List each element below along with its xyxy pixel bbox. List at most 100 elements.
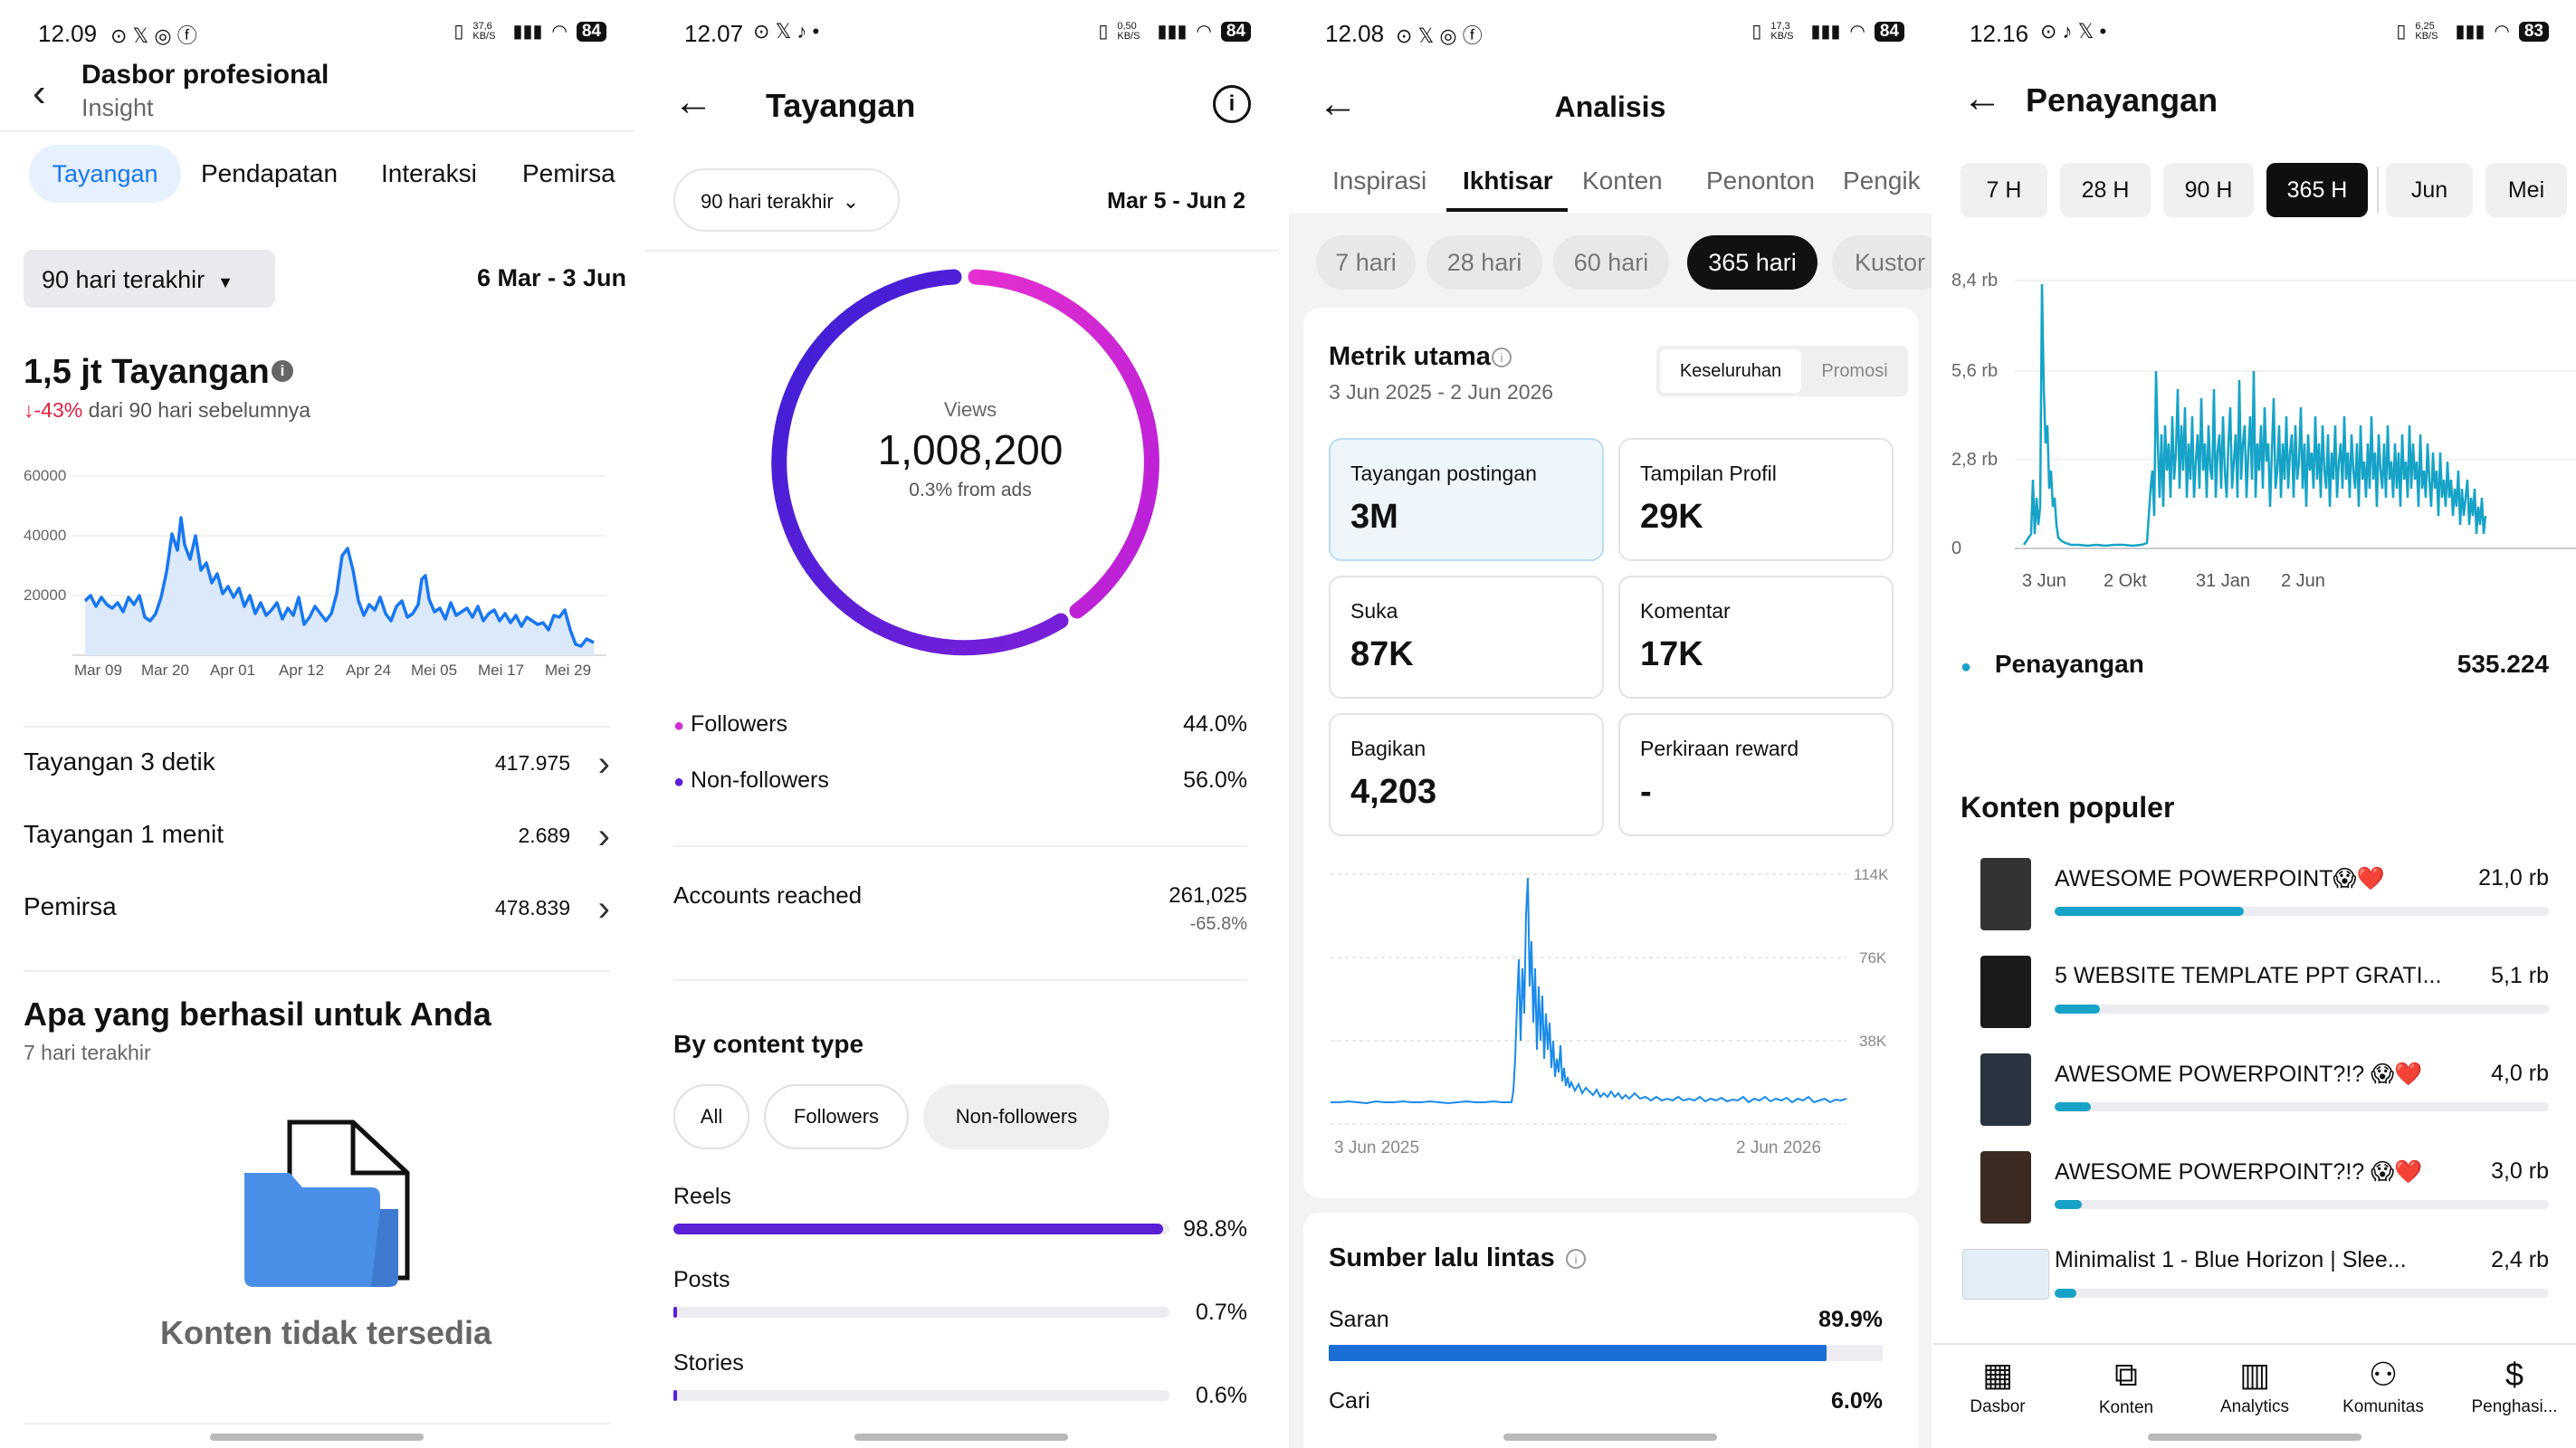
status-icons: ▯ 6,25 KB/S ▮▮▮ ◠ 83	[2396, 20, 2549, 43]
reached-label: Accounts reached	[673, 881, 863, 909]
tab-inspirasi[interactable]: Inspirasi	[1332, 167, 1427, 195]
page-title: Dasbor profesional	[81, 60, 329, 90]
toggle-promosi[interactable]: Promosi	[1821, 361, 1888, 381]
range-28h[interactable]: 28 H	[2060, 163, 2151, 217]
y-tick: 5,6 rb	[1951, 361, 1998, 381]
metric-card[interactable]: Suka 87K	[1329, 576, 1604, 699]
info-icon[interactable]: i	[1213, 85, 1251, 123]
item-title: 5 WEBSITE TEMPLATE PPT GRATI...	[2055, 963, 2442, 988]
home-indicator	[210, 1434, 424, 1441]
metric-card[interactable]: Bagikan 4,203	[1329, 713, 1604, 836]
range-dropdown[interactable]: 90 hari terakhir ⌄	[673, 168, 900, 232]
range-60[interactable]: 60 hari	[1553, 235, 1669, 290]
range-dropdown[interactable]: 90 hari terakhir ▼	[24, 250, 275, 308]
popular-item[interactable]: AWESOME POWERPOINT😱❤️ 21,0 rb	[1961, 853, 2549, 934]
type-bar-fill	[673, 1224, 1164, 1234]
views-sub: 0.3% from ads	[909, 480, 1032, 500]
range-365h[interactable]: 365 H	[2266, 163, 2368, 217]
tab-pengikut[interactable]: Pengik	[1843, 167, 1921, 195]
analytics-icon: ▥	[2238, 1356, 2270, 1393]
stat-row[interactable]: Pemirsa 478.839 ›	[24, 889, 610, 929]
metric-value: 29K	[1640, 498, 1703, 536]
metric-card[interactable]: Tampilan Profil 29K	[1618, 438, 1894, 561]
nav-label: Konten	[2098, 1398, 2154, 1417]
x-tick: 2 Okt	[2104, 571, 2147, 591]
metric-card[interactable]: Tayangan postingan 3M	[1329, 438, 1604, 561]
range-365[interactable]: 365 hari	[1687, 235, 1818, 290]
nav-komunitas[interactable]: ⚇ Komunitas	[2332, 1356, 2435, 1417]
status-app-icons: ⊙ ♪ 𝕏 •	[2040, 20, 2107, 43]
x-tick: Apr 01	[210, 662, 255, 679]
info-icon[interactable]: i	[272, 360, 293, 382]
traffic-bar-fill	[1329, 1345, 1827, 1361]
video-thumbnail	[1980, 1151, 2031, 1224]
back-icon[interactable]: ‹	[33, 71, 46, 115]
toggle-keseluruhan[interactable]: Keseluruhan	[1660, 349, 1801, 393]
tab-konten[interactable]: Konten	[1582, 167, 1663, 195]
stat-row[interactable]: Tayangan 3 detik 417.975 ›	[24, 744, 610, 784]
stat-value: 417.975	[494, 751, 570, 775]
popular-item[interactable]: 5 WEBSITE TEMPLATE PPT GRATI... 5,1 rb	[1961, 950, 2549, 1032]
battery-icon: 84	[1874, 21, 1904, 42]
y-tick: 0	[1951, 538, 1961, 558]
back-arrow-icon[interactable]: ←	[673, 80, 713, 124]
filter-followers[interactable]: Followers	[764, 1084, 909, 1149]
stat-row[interactable]: Tayangan 1 menit 2.689 ›	[24, 816, 610, 856]
back-arrow-icon[interactable]: ←	[1318, 81, 1358, 126]
info-icon[interactable]: i	[1566, 1249, 1586, 1269]
metric-label: Bagikan	[1350, 737, 1426, 760]
info-icon[interactable]: i	[1492, 348, 1512, 367]
range-90h[interactable]: 90 H	[2163, 163, 2254, 217]
accounts-reached-row[interactable]: Accounts reached 261,025 -65.8%	[673, 881, 1247, 934]
range-28[interactable]: 28 hari	[1426, 235, 1542, 290]
panel-instagram-views: 12.07 ⊙ 𝕏 ♪ • ▯ 0,50 KB/S ▮▮▮ ◠ 84 ← Tayanga…	[644, 0, 1278, 1448]
tab-tayangan[interactable]: Tayangan	[29, 145, 181, 203]
status-app-icons: ⊙ 𝕏 ♪ •	[753, 20, 820, 43]
reached-value: 261,025	[1169, 883, 1247, 908]
x-tick: 3 Jun	[2022, 571, 2066, 591]
filter-all[interactable]: All	[673, 1084, 749, 1149]
legend-label: Penayangan	[1994, 650, 2144, 678]
tab-interaksi[interactable]: Interaksi	[381, 159, 477, 187]
popular-item[interactable]: AWESOME POWERPOINT?!? 😱❤️ 4,0 rb	[1961, 1048, 2549, 1129]
range-custom[interactable]: Kustor	[1832, 235, 1932, 290]
tab-ikhtisar[interactable]: Ikhtisar	[1463, 167, 1553, 195]
type-value: 0.7%	[1196, 1300, 1247, 1325]
x-tick: Mar 09	[74, 662, 122, 679]
non-followers-arc	[771, 269, 1069, 656]
tab-pendapatan[interactable]: Pendapatan	[201, 159, 339, 187]
vibrate-icon: ▯	[2396, 22, 2407, 42]
back-arrow-icon[interactable]: ←	[1962, 76, 2002, 120]
item-title: AWESOME POWERPOINT?!? 😱❤️	[2055, 1062, 2423, 1087]
legend-dot: ●	[1961, 657, 1972, 677]
views-label: Views	[943, 398, 997, 421]
tab-penonton[interactable]: Penonton	[1706, 167, 1815, 195]
metric-card[interactable]: Komentar 17K	[1618, 576, 1894, 699]
page-title: Penayangan	[2026, 81, 2218, 119]
wifi-icon: ◠	[551, 22, 568, 42]
popular-item[interactable]: Minimalist 1 - Blue Horizon | Slee... 2,…	[1961, 1234, 2549, 1316]
views-value: 1,008,200	[877, 426, 1064, 473]
scope-toggle[interactable]: Keseluruhan Promosi	[1656, 346, 1908, 396]
popular-item[interactable]: AWESOME POWERPOINT?!? 😱❤️ 3,0 rb	[1961, 1146, 2549, 1227]
tab-pemirsa[interactable]: Pemirsa	[522, 159, 615, 187]
views-line-chart: 114K 76K 38K	[1331, 866, 1889, 1125]
nav-konten[interactable]: ⧉ Konten	[2075, 1356, 2178, 1418]
metric-label: Perkiraan reward	[1640, 737, 1799, 760]
nav-penghasilan[interactable]: $ Penghasi...	[2458, 1356, 2571, 1417]
range-7h[interactable]: 7 H	[1961, 163, 2047, 217]
item-bar	[2055, 1102, 2549, 1111]
empty-state-text: Konten tidak tersedia	[159, 1314, 492, 1351]
nav-analytics[interactable]: ▥ Analytics	[2203, 1356, 2306, 1417]
legend-dot: ●	[673, 772, 685, 792]
chevron-right-icon: ›	[597, 816, 610, 856]
metric-card[interactable]: Perkiraan reward -	[1618, 713, 1894, 836]
total-views: 1,5 jt Tayangan	[24, 353, 270, 391]
range-mei[interactable]: Mei	[2485, 163, 2567, 217]
range-jun[interactable]: Jun	[2386, 163, 2473, 217]
filter-non-followers[interactable]: Non-followers	[923, 1084, 1110, 1149]
vibrate-icon: ▯	[453, 22, 464, 42]
y-tick: 38K	[1859, 1033, 1887, 1050]
nav-dasbor[interactable]: ▦ Dasbor	[1946, 1356, 2049, 1417]
range-7[interactable]: 7 hari	[1316, 235, 1416, 290]
